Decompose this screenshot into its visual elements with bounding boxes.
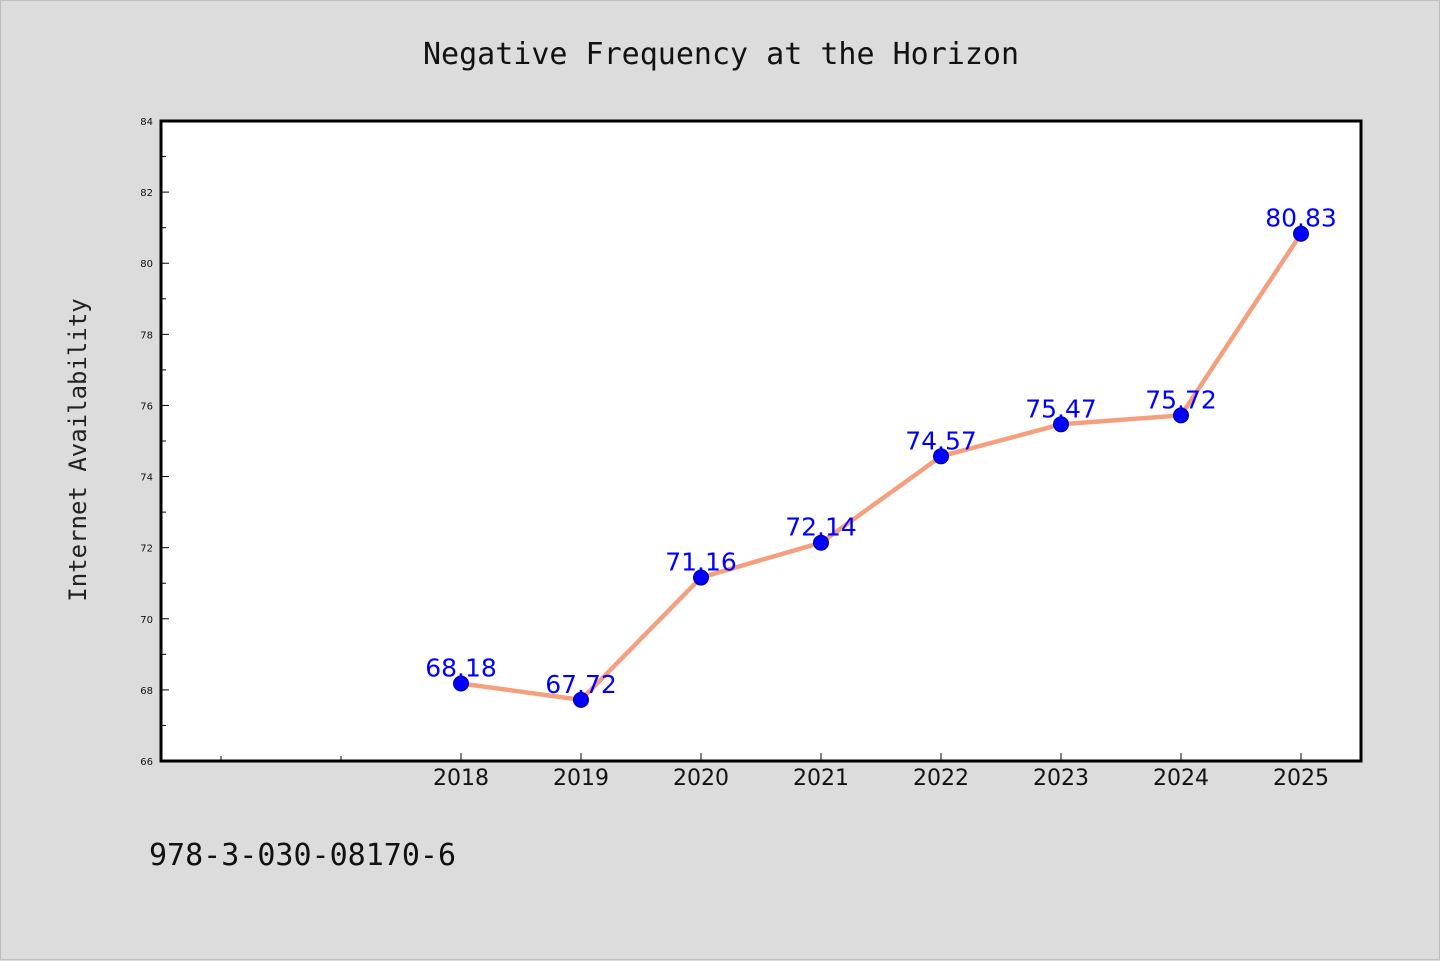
y-tick-label: 76: [140, 401, 153, 412]
data-point: [933, 448, 949, 465]
data-point: [453, 675, 469, 692]
data-label: 74.57: [905, 426, 977, 455]
x-tick-label: 2024: [1153, 766, 1209, 791]
y-tick-label: 84: [140, 117, 153, 128]
y-tick-label: 80: [140, 259, 153, 270]
y-tick-label: 82: [140, 188, 153, 199]
series-layer: [453, 225, 1309, 708]
x-tick-label: 2025: [1273, 766, 1329, 791]
data-label: 75.72: [1145, 385, 1217, 414]
data-point: [573, 691, 589, 708]
x-tick-label: 2019: [553, 766, 609, 791]
data-label: 67.72: [545, 670, 617, 699]
y-tick-label: 68: [140, 686, 153, 697]
data-label: 80.83: [1265, 204, 1337, 233]
data-labels: 68.18 67.72 71.16 72.14 74.57 75.47 75.72 80.83: [425, 204, 1337, 699]
x-tick-label: 2020: [673, 766, 729, 791]
x-axis: 2018 2019 2020 2021 2022 2023 2024 2025: [220, 753, 1329, 791]
plot-area: [159, 119, 1363, 763]
footer-code: 978-3-030-08170-6: [149, 838, 456, 873]
x-tick-label: 2018: [433, 766, 489, 791]
x-tick-label: 2022: [913, 766, 969, 791]
data-label: 71.16: [665, 548, 737, 577]
data-point: [1293, 225, 1309, 242]
data-point: [693, 569, 709, 586]
data-point: [1053, 416, 1069, 433]
series-line: [458, 231, 1304, 703]
y-tick-label: 74: [140, 473, 153, 484]
y-axis: 66 68 70 72 74 76 78 80 82 84: [140, 117, 169, 768]
data-point: [813, 534, 829, 551]
data-label: 75.47: [1025, 394, 1097, 423]
y-tick-label: 78: [140, 330, 153, 341]
chart-title: Negative Frequency at the Horizon: [423, 37, 1019, 72]
y-tick-label: 70: [140, 615, 153, 626]
data-label: 72.14: [785, 513, 857, 542]
y-tick-label: 72: [140, 544, 153, 555]
data-label: 68.18: [425, 653, 497, 682]
x-tick-label: 2023: [1033, 766, 1089, 791]
x-tick-label: 2021: [793, 766, 849, 791]
y-axis-label: Internet Availability: [64, 298, 92, 601]
y-tick-label: 66: [140, 757, 153, 768]
data-point: [1173, 407, 1189, 424]
